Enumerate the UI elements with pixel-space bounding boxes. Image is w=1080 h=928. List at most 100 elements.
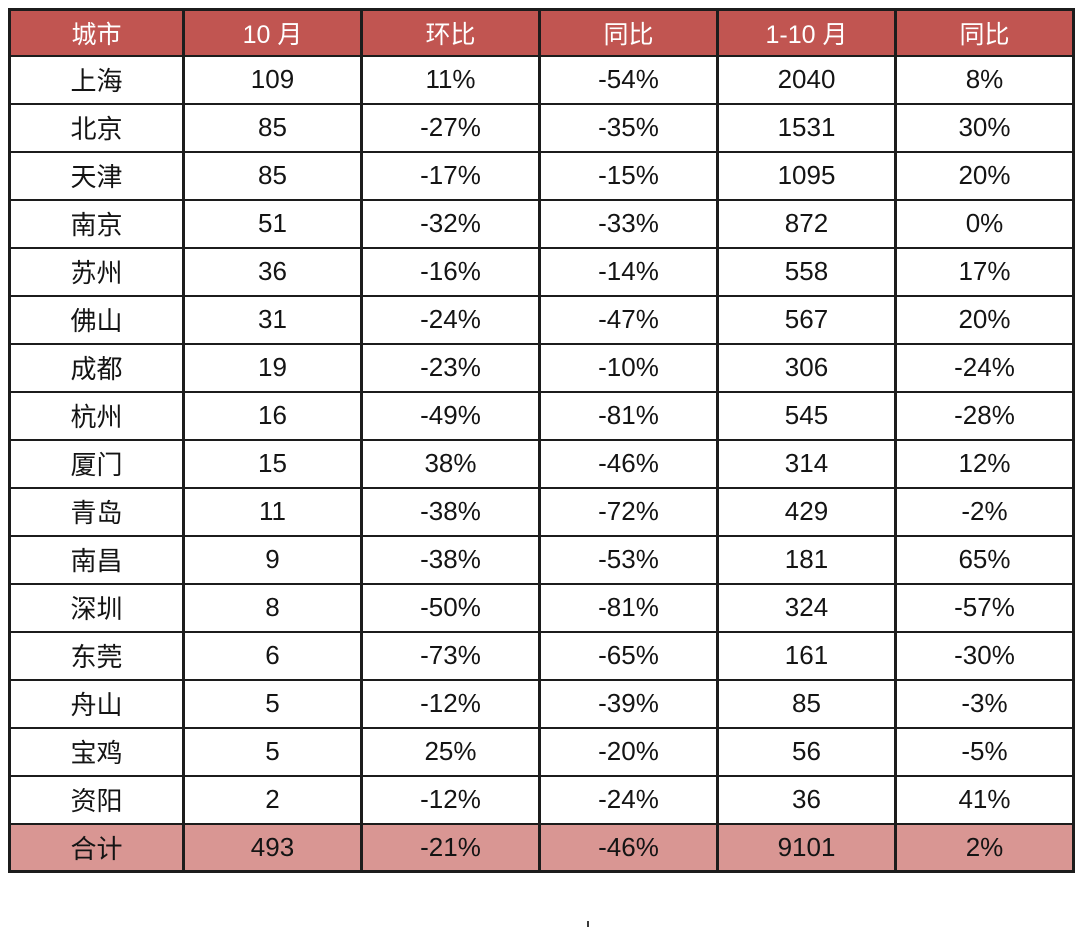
value-cell: -38% xyxy=(360,534,541,585)
table-row: 东莞 6 -73% -65% 161 -30% xyxy=(8,630,1075,681)
value-cell: 545 xyxy=(716,390,897,441)
city-sales-table-container: 城市 10 月环比 同比 1-10 月同比 上海 109 11% -54% 2040 8% 北京 8… xyxy=(8,8,1075,873)
value-cell: 181 xyxy=(716,534,897,585)
table-row: 上海 109 11% -54% 2040 8% xyxy=(8,54,1075,105)
value-cell: -50% xyxy=(360,582,541,633)
table-row: 宝鸡 5 25% -20% 56 -5% xyxy=(8,726,1075,777)
value-cell: -38% xyxy=(360,486,541,537)
value-cell: 9 xyxy=(182,534,363,585)
value-cell: 1531 xyxy=(716,102,897,153)
total-value-cell: -46% xyxy=(538,822,719,873)
column-header-1: 10 月 xyxy=(182,8,363,57)
value-cell: -20% xyxy=(538,726,719,777)
table-row: 佛山 31 -24% -47% 567 20% xyxy=(8,294,1075,345)
total-value-cell: -21% xyxy=(360,822,541,873)
table-header: 城市 10 月环比 同比 1-10 月同比 xyxy=(8,8,1075,57)
value-cell: -30% xyxy=(894,630,1075,681)
value-cell: 2040 xyxy=(716,54,897,105)
value-cell: 6 xyxy=(182,630,363,681)
value-cell: -12% xyxy=(360,774,541,825)
value-cell: 85 xyxy=(716,678,897,729)
value-cell: -14% xyxy=(538,246,719,297)
total-value-cell: 493 xyxy=(182,822,363,873)
total-value-cell: 2% xyxy=(894,822,1075,873)
city-cell: 天津 xyxy=(8,150,185,201)
value-cell: 5 xyxy=(182,678,363,729)
city-cell: 东莞 xyxy=(8,630,185,681)
value-cell: -23% xyxy=(360,342,541,393)
table-row: 成都 19 -23% -10% 306 -24% xyxy=(8,342,1075,393)
city-cell: 厦门 xyxy=(8,438,185,489)
value-cell: 85 xyxy=(182,150,363,201)
value-cell: 429 xyxy=(716,486,897,537)
city-cell: 深圳 xyxy=(8,582,185,633)
value-cell: 56 xyxy=(716,726,897,777)
value-cell: 1095 xyxy=(716,150,897,201)
city-cell: 资阳 xyxy=(8,774,185,825)
value-cell: -72% xyxy=(538,486,719,537)
table-row: 杭州 16 -49% -81% 545 -28% xyxy=(8,390,1075,441)
city-cell: 上海 xyxy=(8,54,185,105)
table-row: 舟山 5 -12% -39% 85 -3% xyxy=(8,678,1075,729)
value-cell: 2 xyxy=(182,774,363,825)
value-cell: -73% xyxy=(360,630,541,681)
value-cell: -46% xyxy=(538,438,719,489)
value-cell: -24% xyxy=(894,342,1075,393)
city-cell: 佛山 xyxy=(8,294,185,345)
value-cell: 306 xyxy=(716,342,897,393)
value-cell: 17% xyxy=(894,246,1075,297)
value-cell: -39% xyxy=(538,678,719,729)
city-cell: 成都 xyxy=(8,342,185,393)
value-cell: 8 xyxy=(182,582,363,633)
city-cell: 南昌 xyxy=(8,534,185,585)
value-cell: 15 xyxy=(182,438,363,489)
value-cell: 36 xyxy=(182,246,363,297)
value-cell: -27% xyxy=(360,102,541,153)
value-cell: -35% xyxy=(538,102,719,153)
value-cell: 41% xyxy=(894,774,1075,825)
total-row: 合计 493 -21% -46% 9101 2% xyxy=(8,822,1075,873)
city-cell: 北京 xyxy=(8,102,185,153)
value-cell: -17% xyxy=(360,150,541,201)
total-value-cell: 9101 xyxy=(716,822,897,873)
city-cell: 杭州 xyxy=(8,390,185,441)
value-cell: 12% xyxy=(894,438,1075,489)
value-cell: -5% xyxy=(894,726,1075,777)
city-cell: 苏州 xyxy=(8,246,185,297)
value-cell: -24% xyxy=(538,774,719,825)
city-cell: 青岛 xyxy=(8,486,185,537)
column-header-0: 城市 xyxy=(8,8,185,57)
column-header-3: 同比 xyxy=(538,8,719,57)
value-cell: 872 xyxy=(716,198,897,249)
total-label-cell: 合计 xyxy=(8,822,185,873)
table-row: 青岛 11 -38% -72% 429 -2% xyxy=(8,486,1075,537)
value-cell: -49% xyxy=(360,390,541,441)
value-cell: 20% xyxy=(894,294,1075,345)
table-body: 上海 109 11% -54% 2040 8% 北京 85 -27% -35% 1531 30% 天津 8… xyxy=(8,54,1075,873)
value-cell: -24% xyxy=(360,294,541,345)
value-cell: -28% xyxy=(894,390,1075,441)
value-cell: 20% xyxy=(894,150,1075,201)
value-cell: 16 xyxy=(182,390,363,441)
stray-mark xyxy=(587,921,589,927)
table-row: 厦门 15 38% -46% 314 12% xyxy=(8,438,1075,489)
value-cell: -57% xyxy=(894,582,1075,633)
city-cell: 南京 xyxy=(8,198,185,249)
column-header-5: 同比 xyxy=(894,8,1075,57)
value-cell: 38% xyxy=(360,438,541,489)
value-cell: 31 xyxy=(182,294,363,345)
value-cell: 8% xyxy=(894,54,1075,105)
value-cell: 30% xyxy=(894,102,1075,153)
value-cell: 19 xyxy=(182,342,363,393)
city-cell: 舟山 xyxy=(8,678,185,729)
value-cell: -15% xyxy=(538,150,719,201)
value-cell: -2% xyxy=(894,486,1075,537)
value-cell: -65% xyxy=(538,630,719,681)
column-header-2: 环比 xyxy=(360,8,541,57)
value-cell: -54% xyxy=(538,54,719,105)
value-cell: 161 xyxy=(716,630,897,681)
table-row: 北京 85 -27% -35% 1531 30% xyxy=(8,102,1075,153)
value-cell: 65% xyxy=(894,534,1075,585)
value-cell: 36 xyxy=(716,774,897,825)
value-cell: -81% xyxy=(538,390,719,441)
